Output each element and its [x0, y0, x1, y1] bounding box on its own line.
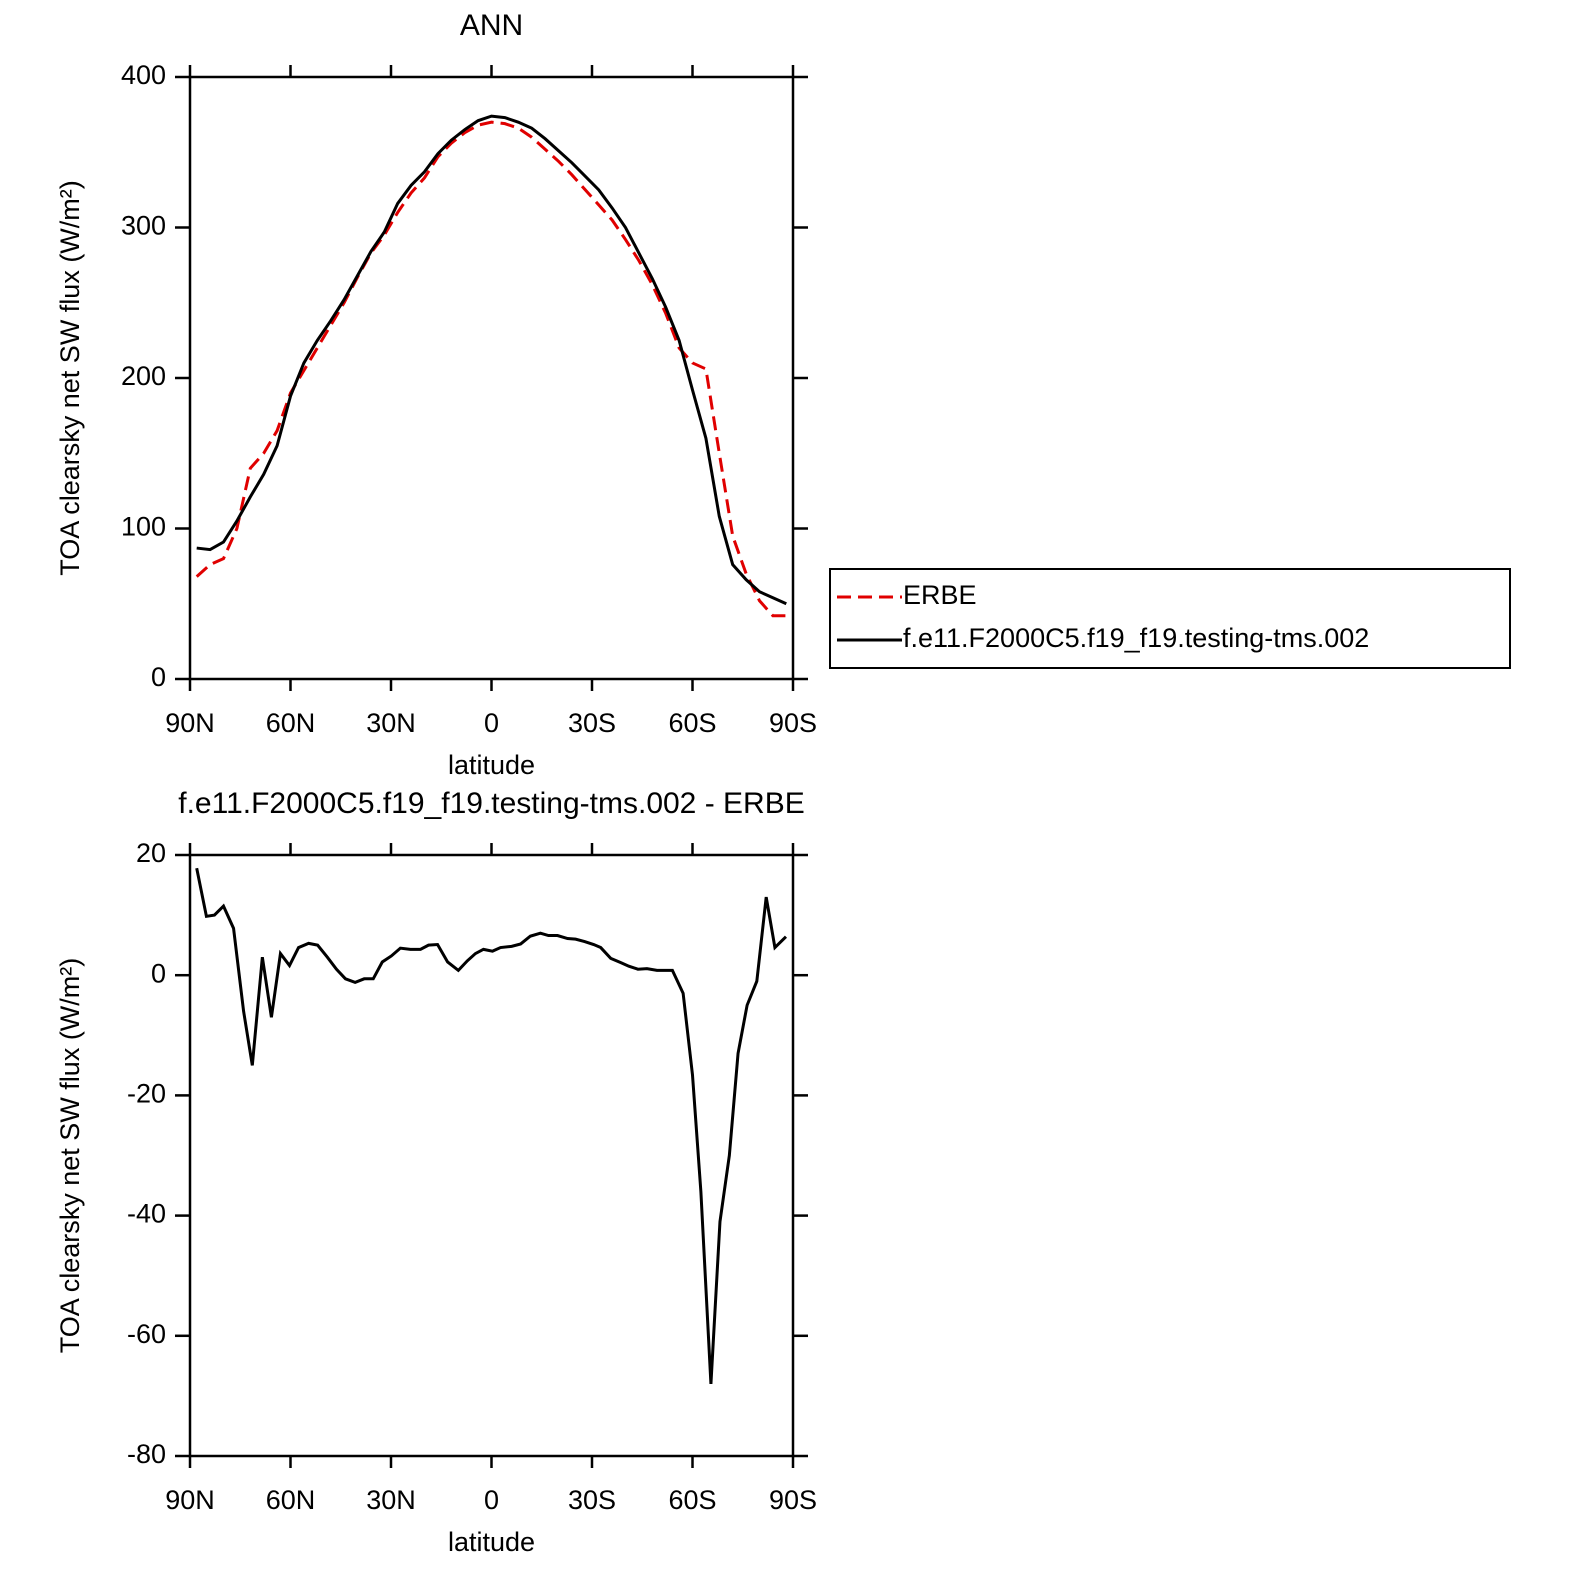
y-tick-label: 300 — [121, 211, 166, 241]
x-tick-label: 30N — [366, 708, 416, 738]
y-axis-label: TOA clearsky net SW flux (W/m²) — [55, 958, 85, 1354]
x-tick-label: 60N — [266, 708, 316, 738]
x-tick-label: 90N — [165, 708, 215, 738]
line-series — [196, 114, 787, 606]
y-axis-label: TOA clearsky net SW flux (W/m²) — [55, 180, 85, 576]
x-tick-label: 60S — [668, 1485, 716, 1515]
x-tick-label: 60S — [668, 708, 716, 738]
y-tick-label: 400 — [121, 60, 166, 90]
x-tick-label: 0 — [484, 708, 499, 738]
legend-box — [829, 568, 1511, 669]
x-tick-label: 60N — [266, 1485, 316, 1515]
y-tick-label: 0 — [151, 662, 166, 692]
x-tick-label: 90N — [165, 1485, 215, 1515]
x-tick-label: 90S — [769, 708, 817, 738]
chart-title: f.e11.F2000C5.f19_f19.testing-tms.002 - … — [178, 787, 804, 820]
x-tick-label: 0 — [484, 1485, 499, 1515]
y-tick-label: 20 — [136, 838, 166, 868]
plot-frame — [188, 853, 795, 1458]
y-tick-label: 200 — [121, 361, 166, 391]
x-tick-label: 30S — [568, 708, 616, 738]
y-tick-label: 0 — [151, 958, 166, 988]
line-series — [195, 120, 787, 618]
y-tick-label: -20 — [127, 1079, 166, 1109]
x-tick-label: 30S — [568, 1485, 616, 1515]
x-axis-label: latitude — [448, 750, 535, 780]
legend-label: f.e11.F2000C5.f19_f19.testing-tms.002 — [903, 623, 1369, 653]
legend-label: ERBE — [903, 580, 977, 610]
y-tick-label: -40 — [127, 1199, 166, 1229]
y-tick-label: 100 — [121, 512, 166, 542]
plot-frame — [188, 75, 795, 681]
line-series — [195, 867, 788, 1384]
y-tick-label: -60 — [127, 1319, 166, 1349]
x-tick-label: 90S — [769, 1485, 817, 1515]
x-tick-label: 30N — [366, 1485, 416, 1515]
x-axis-label: latitude — [448, 1527, 535, 1557]
y-tick-label: -80 — [127, 1439, 166, 1469]
chart-title: ANN — [460, 9, 523, 42]
